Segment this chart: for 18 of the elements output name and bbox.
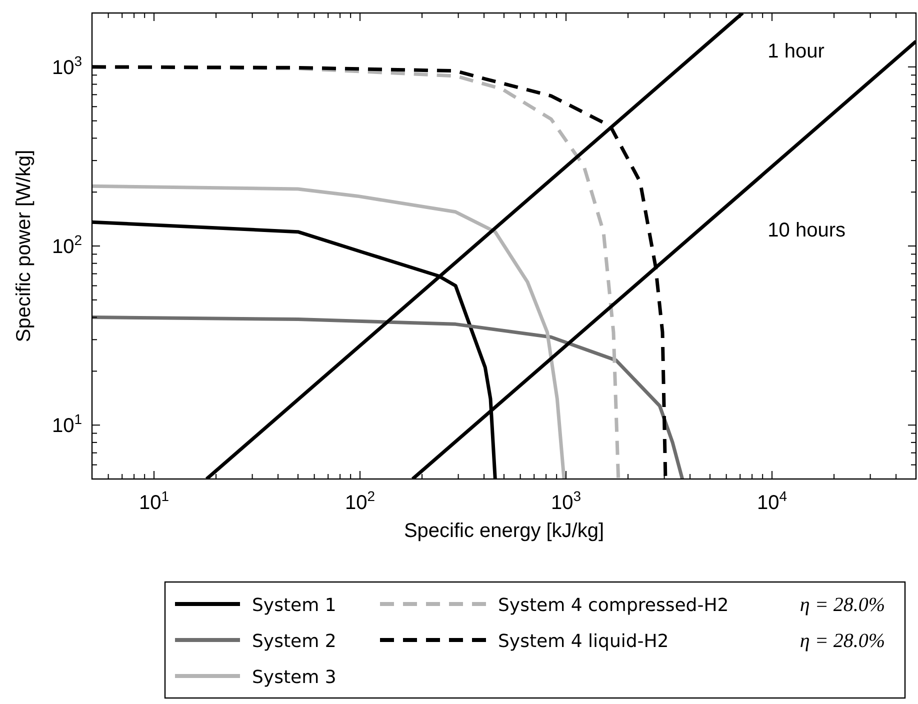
annotation: 10 hours <box>768 220 846 242</box>
x-axis-title: Specific energy [kJ/kg] <box>404 520 604 542</box>
legend-label: System 2 <box>252 631 336 652</box>
text: η = 28.0% <box>800 594 885 616</box>
legend-label: System 1 <box>252 595 336 616</box>
x-tick-label: 10$^{3}$ <box>550 488 582 514</box>
y-tick-label: 10$^{2}$ <box>52 232 82 258</box>
text: η = 28.0% <box>800 630 885 652</box>
legend-label: System 4 compressed-H2 <box>498 595 729 616</box>
x-tick-label: 10$^{4}$ <box>756 488 788 514</box>
y-axis-title: Specific power [W/kg] <box>13 150 35 342</box>
x-tick-label: 10$^{2}$ <box>344 488 376 514</box>
y-tick-label: 10$^{1}$ <box>52 411 82 438</box>
legend-label: System 4 liquid-H2 <box>498 631 669 652</box>
annotation: 1 hour <box>768 40 825 62</box>
legend-label: System 3 <box>252 667 336 688</box>
x-tick-label: 10$^{1}$ <box>138 488 170 514</box>
y-tick-label: 10$^{3}$ <box>52 52 82 79</box>
